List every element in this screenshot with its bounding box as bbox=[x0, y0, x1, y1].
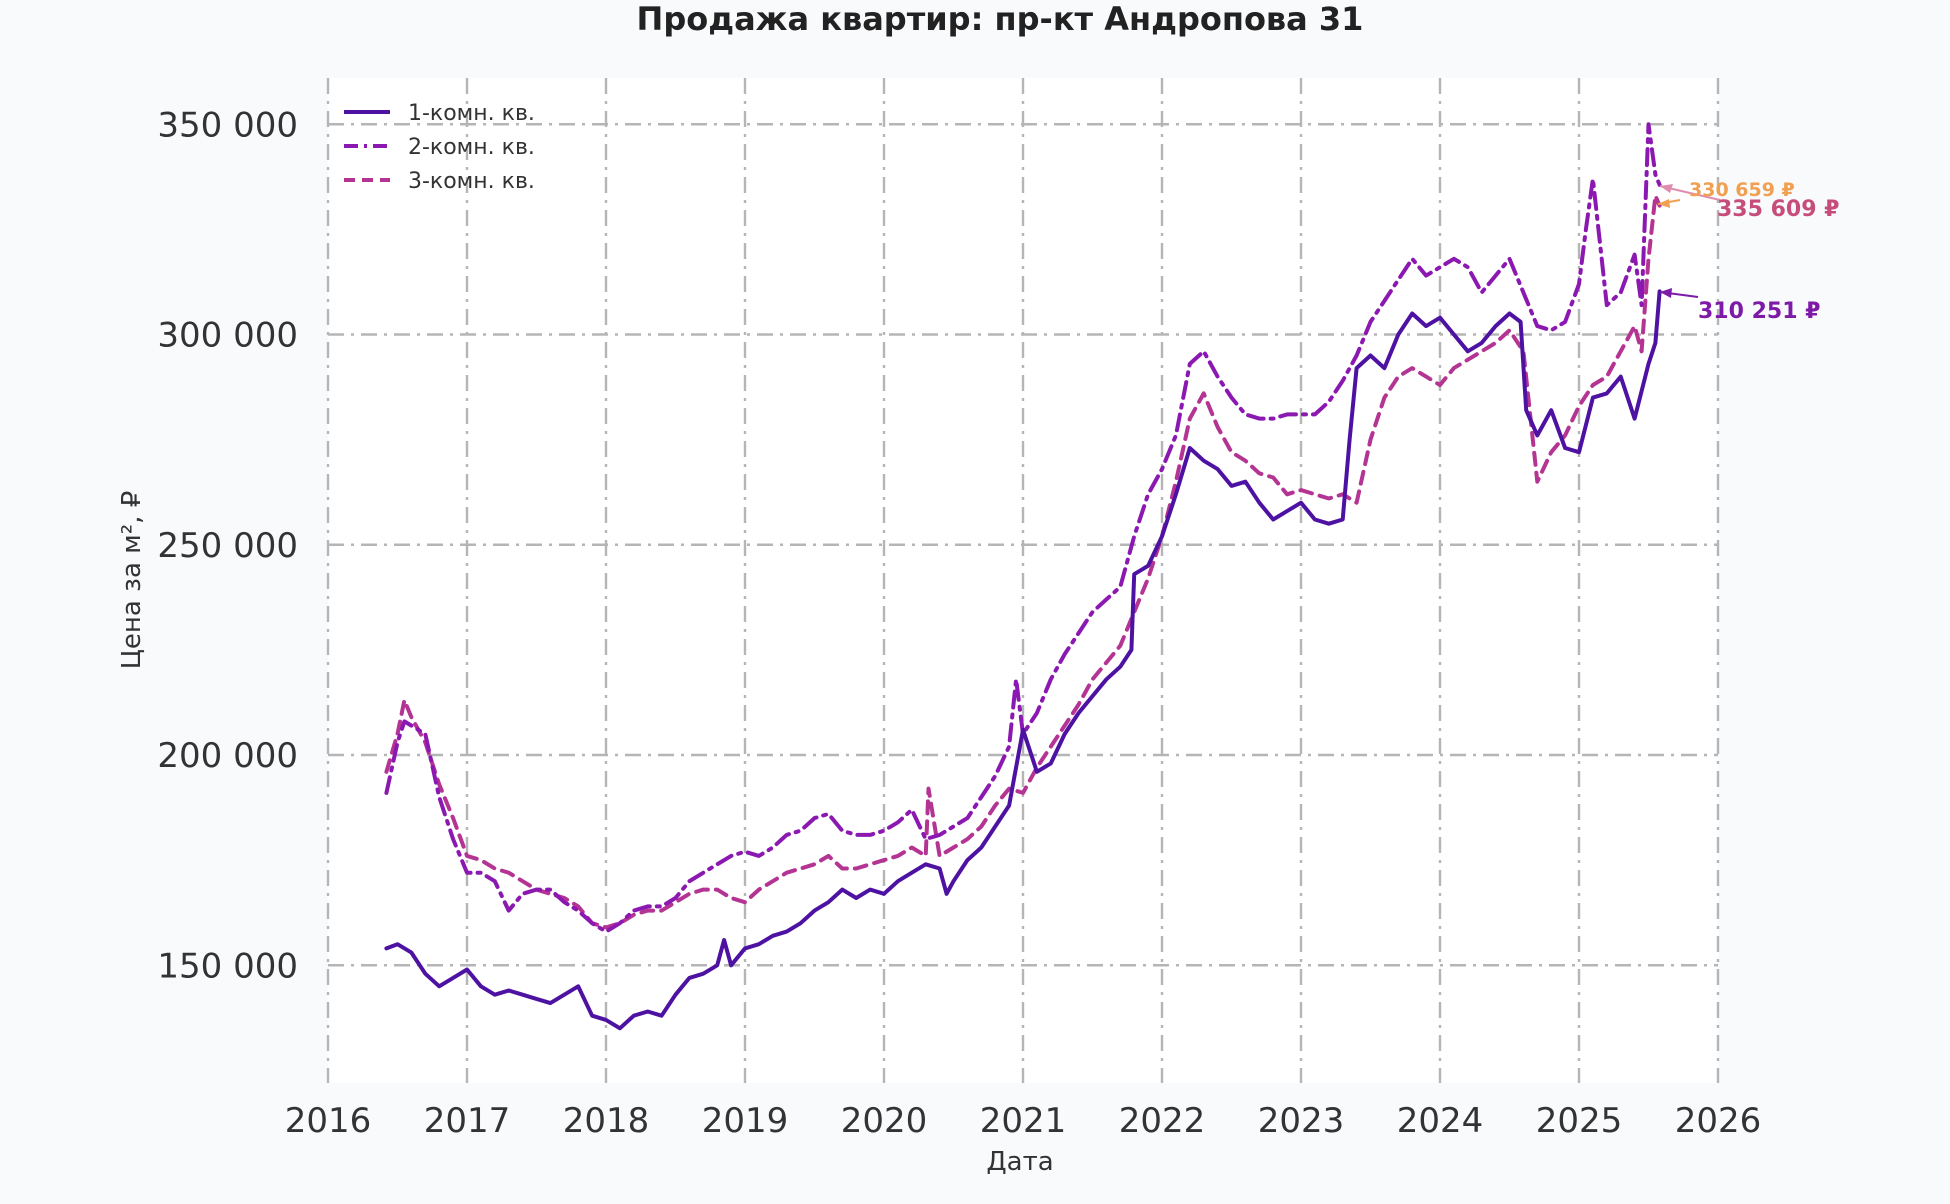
y-tick-label: 300 000 bbox=[157, 316, 298, 356]
chart-title: Продажа квартир: пр-кт Андропова 31 bbox=[637, 0, 1364, 38]
x-tick-label: 2021 bbox=[980, 1101, 1067, 1141]
annotation-3-room: 330 659 ₽ bbox=[1689, 179, 1795, 201]
x-tick-label: 2024 bbox=[1397, 1101, 1484, 1141]
legend: 1-комн. кв. 2-комн. кв. 3-комн. кв. bbox=[344, 101, 535, 194]
series-line-1-room bbox=[384, 289, 1662, 1031]
y-tick-label: 250 000 bbox=[157, 526, 298, 566]
x-tick-labels: 2016 2017 2018 2019 2020 2021 2022 2023 2024 2025… bbox=[285, 1101, 1762, 1141]
y-axis-label: Цена за м², ₽ bbox=[117, 491, 147, 670]
y-tick-label: 150 000 bbox=[157, 946, 298, 986]
annotation-1-room: 310 251 ₽ bbox=[1698, 299, 1820, 324]
y-tick-label: 200 000 bbox=[157, 736, 298, 776]
x-grid bbox=[326, 78, 1720, 1083]
x-tick-label: 2017 bbox=[424, 1101, 511, 1141]
x-axis-label: Дата bbox=[986, 1147, 1053, 1177]
legend-label-3-room: 3-комн. кв. bbox=[408, 169, 535, 194]
y-grid bbox=[328, 123, 1718, 967]
legend-label-1-room: 1-комн. кв. bbox=[408, 101, 535, 126]
x-tick-label: 2019 bbox=[702, 1101, 789, 1141]
x-tick-label: 2022 bbox=[1119, 1101, 1206, 1141]
annotation-arrowhead-1-room bbox=[1660, 288, 1672, 298]
series-line-2-room bbox=[384, 122, 1662, 934]
annotation-arrowhead-2-room bbox=[1660, 184, 1673, 193]
x-tick-label: 2016 bbox=[285, 1101, 372, 1141]
x-tick-label: 2018 bbox=[563, 1101, 650, 1141]
x-tick-label: 2023 bbox=[1258, 1101, 1345, 1141]
legend-label-2-room: 2-комн. кв. bbox=[408, 135, 535, 160]
y-tick-labels: 150 000 200 000 250 000 300 000 350 000 bbox=[157, 105, 298, 986]
annotation-2-room: 335 609 ₽ bbox=[1717, 197, 1839, 222]
annotation-arrowhead-3-room bbox=[1658, 199, 1670, 208]
x-tick-label: 2020 bbox=[841, 1101, 928, 1141]
series-layer bbox=[384, 122, 1662, 1031]
x-tick-label: 2026 bbox=[1675, 1101, 1762, 1141]
x-tick-label: 2025 bbox=[1536, 1101, 1623, 1141]
y-tick-label: 350 000 bbox=[157, 105, 298, 145]
end-value-annotations: 310 251 ₽ 335 609 ₽ 330 659 ₽ bbox=[1657, 179, 1839, 324]
